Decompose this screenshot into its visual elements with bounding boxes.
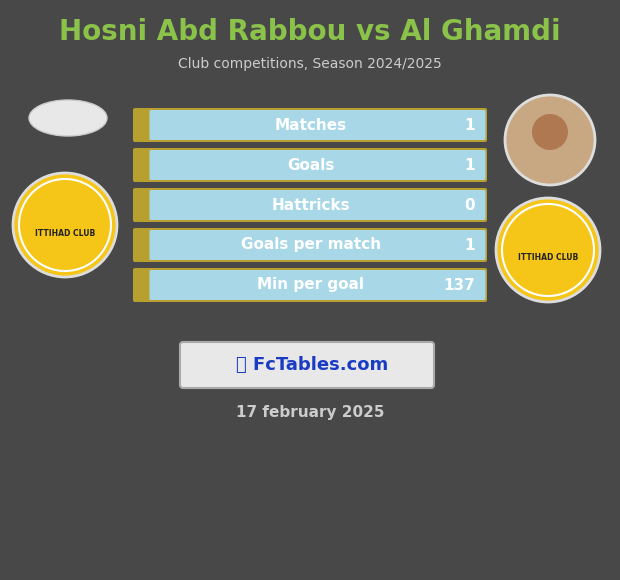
- FancyBboxPatch shape: [133, 268, 487, 302]
- Text: 17 february 2025: 17 february 2025: [236, 404, 384, 419]
- Text: ITTIHAD CLUB: ITTIHAD CLUB: [35, 229, 95, 237]
- FancyBboxPatch shape: [149, 230, 485, 260]
- Text: Hattricks: Hattricks: [272, 198, 350, 212]
- Text: 137: 137: [443, 277, 475, 292]
- Text: Goals per match: Goals per match: [241, 237, 381, 252]
- FancyBboxPatch shape: [180, 342, 434, 388]
- Text: 0: 0: [464, 198, 475, 212]
- Text: Min per goal: Min per goal: [257, 277, 365, 292]
- Ellipse shape: [29, 100, 107, 136]
- Circle shape: [496, 198, 600, 302]
- Text: Goals: Goals: [287, 158, 335, 172]
- FancyBboxPatch shape: [133, 228, 487, 262]
- Text: Hosni Abd Rabbou vs Al Ghamdi: Hosni Abd Rabbou vs Al Ghamdi: [59, 18, 561, 46]
- FancyBboxPatch shape: [149, 110, 485, 140]
- Text: 1: 1: [464, 158, 475, 172]
- FancyBboxPatch shape: [133, 188, 487, 222]
- Text: 1: 1: [464, 237, 475, 252]
- FancyBboxPatch shape: [149, 150, 485, 180]
- FancyBboxPatch shape: [133, 148, 487, 182]
- Text: 📈 FcTables.com: 📈 FcTables.com: [236, 356, 388, 374]
- FancyBboxPatch shape: [149, 270, 485, 300]
- Text: Matches: Matches: [275, 118, 347, 132]
- Circle shape: [532, 114, 568, 150]
- Text: ITTIHAD CLUB: ITTIHAD CLUB: [518, 253, 578, 263]
- Circle shape: [13, 173, 117, 277]
- FancyBboxPatch shape: [149, 190, 485, 220]
- FancyBboxPatch shape: [133, 108, 487, 142]
- Text: 1: 1: [464, 118, 475, 132]
- Circle shape: [505, 95, 595, 185]
- Text: Club competitions, Season 2024/2025: Club competitions, Season 2024/2025: [178, 57, 442, 71]
